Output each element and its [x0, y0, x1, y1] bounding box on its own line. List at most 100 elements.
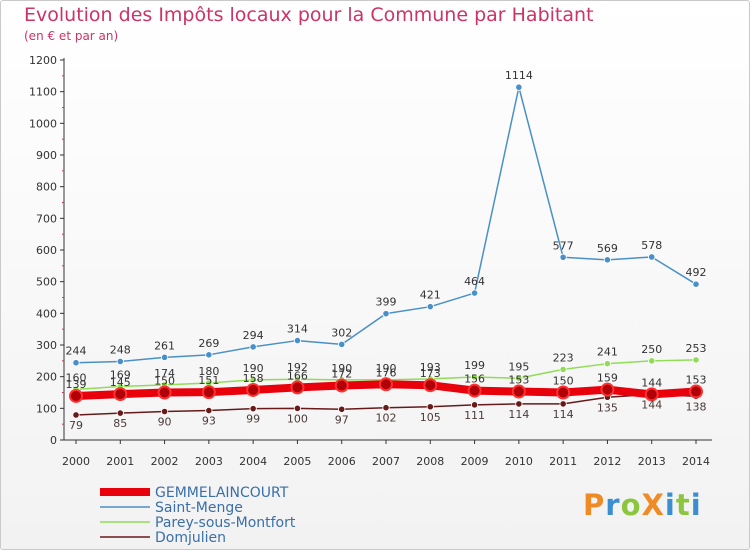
data-point [559, 400, 567, 408]
data-label: 269 [198, 337, 219, 350]
data-label: 169 [110, 368, 131, 381]
data-label: 151 [198, 374, 219, 387]
legend-label: Saint-Menge [155, 500, 243, 516]
proxiti-logo: ProXiti [583, 488, 702, 522]
legend-label: Parey-sous-Montfort [155, 515, 296, 531]
data-point [470, 373, 479, 381]
y-tick-label: 700 [36, 212, 57, 225]
y-tick-label: 400 [36, 307, 57, 320]
x-tick-label: 2009 [461, 455, 489, 468]
data-point [515, 83, 523, 91]
data-point [511, 384, 526, 399]
data-label: 195 [508, 360, 529, 373]
data-label: 190 [331, 362, 352, 375]
y-tick-label: 100 [36, 402, 57, 415]
x-tick-label: 2005 [283, 455, 311, 468]
data-label: 139 [66, 378, 87, 391]
data-label: 156 [464, 373, 485, 386]
data-label: 153 [686, 374, 707, 387]
data-point [293, 336, 302, 345]
data-label: 223 [553, 351, 574, 364]
data-label: 180 [198, 365, 219, 378]
data-point [160, 353, 169, 361]
logo-letter: i [690, 488, 702, 522]
x-tick-label: 2004 [239, 455, 267, 468]
data-point [470, 401, 479, 409]
logo-letter: i [664, 488, 676, 522]
data-point [157, 385, 172, 400]
data-point [692, 356, 700, 364]
data-point [116, 409, 124, 417]
data-point [72, 359, 80, 367]
data-label: 100 [287, 412, 308, 425]
series-line-saint-menge [75, 86, 697, 364]
data-label: 102 [376, 412, 397, 425]
logo-letter: r [605, 488, 621, 522]
data-label: 114 [553, 408, 574, 421]
data-point [467, 383, 482, 398]
data-label: 190 [376, 362, 397, 375]
data-label: 248 [110, 343, 131, 356]
data-label: 111 [464, 409, 485, 422]
data-point [334, 378, 349, 393]
data-point [69, 388, 83, 403]
chart-subtitle: (en € et par an) [24, 29, 119, 43]
data-label: 199 [464, 359, 485, 372]
data-label: 174 [154, 367, 175, 380]
data-label: 173 [420, 367, 441, 380]
data-point [515, 400, 523, 408]
logo-letter: P [583, 488, 606, 522]
y-tick-label: 600 [36, 244, 57, 257]
data-label: 90 [158, 416, 172, 429]
data-point [423, 378, 438, 393]
data-label: 492 [686, 266, 707, 279]
data-label: 160 [66, 371, 87, 384]
data-point [692, 280, 700, 288]
data-point [293, 404, 302, 412]
data-label: 85 [113, 417, 127, 430]
y-tick-label: 500 [36, 276, 57, 289]
data-label: 153 [508, 374, 529, 387]
data-point [205, 406, 213, 415]
data-point [426, 403, 434, 411]
data-label: 261 [154, 339, 175, 352]
y-tick-label: 1000 [29, 117, 57, 130]
data-label: 176 [376, 366, 397, 379]
data-point [648, 357, 656, 365]
data-label: 193 [420, 361, 441, 374]
data-point [382, 310, 390, 318]
x-tick-label: 2007 [372, 455, 400, 468]
data-point [689, 384, 703, 399]
data-label: 244 [66, 345, 87, 358]
data-label: 93 [202, 415, 216, 428]
data-label: 250 [641, 343, 662, 356]
data-label: 144 [641, 376, 662, 389]
data-point [559, 253, 567, 261]
legend-label: Domjulien [155, 530, 226, 546]
data-label: 421 [420, 289, 441, 302]
data-label: 150 [154, 375, 175, 388]
data-label: 99 [246, 413, 260, 426]
data-point [290, 380, 305, 395]
data-point [470, 289, 479, 297]
x-tick-label: 2013 [638, 455, 666, 468]
y-tick-label: 1100 [29, 86, 57, 99]
y-tick-label: 900 [36, 149, 57, 162]
data-label: 159 [597, 372, 618, 385]
data-point [249, 343, 257, 351]
data-label: 569 [597, 242, 618, 255]
x-tick-label: 2008 [416, 455, 444, 468]
data-point [160, 407, 169, 416]
data-point [205, 351, 213, 359]
chart-title: Evolution des Impôts locaux pour la Comm… [24, 4, 594, 26]
data-label: 150 [553, 375, 574, 388]
x-tick-label: 2014 [682, 455, 710, 468]
data-label: 192 [287, 361, 308, 374]
data-label: 145 [110, 376, 131, 389]
data-label: 172 [331, 368, 352, 381]
x-tick-label: 2002 [151, 455, 179, 468]
y-tick-label: 200 [36, 371, 57, 384]
data-label: 578 [641, 239, 662, 252]
